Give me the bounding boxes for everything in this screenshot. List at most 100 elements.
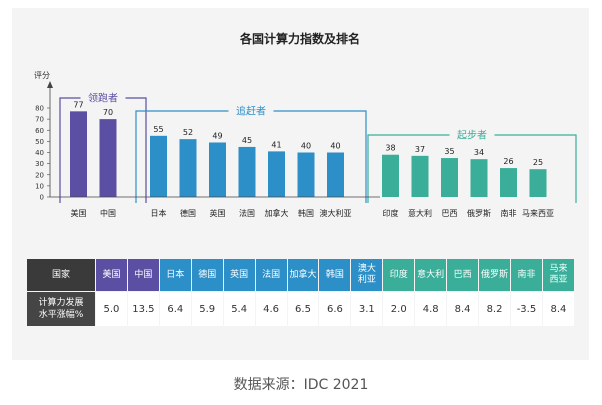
table-value-row: 计算力发展 水平涨幅% 5.0 13.5 6.4 5.9 5.4 4.6 6.5 6.6 3.1 2… [27,292,574,326]
bar-value-label: 55 [153,125,163,134]
bar-value-label: 52 [183,128,193,137]
table-header-cell: 巴西 [447,259,479,291]
table-value-cell: 5.9 [191,292,223,326]
bar-value-label: 41 [271,140,281,149]
bar-value-label: 40 [330,142,340,151]
bar-value-label: 40 [301,142,311,151]
bar-value-label: 34 [474,148,484,157]
bar-value-label: 35 [444,147,454,156]
table-header-cell: 俄罗斯 [479,259,510,291]
table-row-label: 计算力发展 水平涨幅% [27,292,95,326]
bar-value-label: 77 [73,100,83,109]
bar-value-label: 45 [242,136,252,145]
y-tick-label: 50 [35,138,44,146]
bar [382,154,399,197]
table-header-cell: 英国 [223,259,255,291]
y-tick-label: 30 [35,160,44,168]
table-header-cell: 日本 [159,259,191,291]
bar [529,169,547,197]
bar-value-label: 26 [503,157,513,166]
bar [470,159,488,197]
bar [297,152,315,197]
x-tick-label: 南非 [501,208,517,218]
chart-card: 各国计算力指数及排名评分 0 10 20 30 40 50 60 70 80 领跑者 77 美国 70 中国… [12,8,589,360]
bar-value-label: 70 [103,108,113,117]
bar [238,146,256,197]
x-tick-label: 美国 [71,208,87,218]
group-bracket-starter [367,134,577,203]
table-value-cell: 6.6 [319,292,351,326]
y-tick-label: 0 [40,194,44,202]
x-tick-label: 韩国 [298,208,314,218]
group-label-chaser: 追赶者 [236,105,266,118]
group-label-leader: 领跑者 [88,92,118,105]
table-header-cell: 澳大 利亚 [351,259,383,291]
table-value-cell: -3.5 [510,292,542,326]
bar [500,168,517,197]
table-header-cell: 法国 [255,259,287,291]
y-tick-label: 80 [35,105,44,113]
bar [268,151,285,197]
y-tick-label: 20 [35,171,44,179]
table-value-cell: 3.1 [351,292,383,326]
bar-value-label: 25 [533,158,543,167]
table-value-cell: 6.4 [159,292,191,326]
group-bracket-chaser [135,110,367,203]
x-tick-label: 意大利 [408,208,432,218]
y-tick-label: 70 [35,116,44,124]
x-tick-label: 加拿大 [265,208,289,218]
bar-value-label: 38 [385,144,395,153]
table-header-cell: 韩国 [319,259,351,291]
x-tick-label: 俄罗斯 [467,208,491,218]
bar [411,155,429,197]
bar-value-label: 49 [212,131,222,140]
bar-value-label: 37 [415,145,425,154]
x-tick-label: 法国 [239,208,255,218]
table-value-cell: 13.5 [127,292,159,326]
y-axis-label: 评分 [34,71,50,80]
table-header-cell: 中国 [127,259,159,291]
x-tick-label: 中国 [100,208,116,218]
table-header-cell: 印度 [383,259,415,291]
group-bracket-leader [59,97,147,203]
table-value-cell: 8.4 [447,292,479,326]
x-tick-label: 印度 [383,208,399,218]
bar [179,139,197,197]
bar [327,152,344,197]
table-value-cell: 8.4 [542,292,574,326]
source-caption: 数据来源：IDC 2021 [233,377,369,393]
table-header-cell: 南非 [510,259,542,291]
bar [150,135,167,197]
x-tick-label: 马来西亚 [522,209,554,218]
table-header-cell: 美国 [96,259,127,291]
bar [99,119,117,197]
table-header-cell: 意大利 [415,259,447,291]
table-header-cell: 加拿大 [287,259,319,291]
table-value-cell: 8.2 [479,292,510,326]
y-axis-arrow [47,81,53,88]
x-tick-label: 澳大利亚 [320,208,352,218]
x-tick-label: 日本 [151,208,167,218]
table-value-cell: 4.8 [415,292,447,326]
y-tick-label: 40 [35,149,44,157]
table-header-row: 国家 美国 中国 日本 德国 英国 法国 加拿大 韩国 澳大 利亚 印度 意大利 巴西 俄罗斯 南非 马来 西亚 [27,259,574,291]
bar [70,111,87,197]
growth-table: 国家 美国 中国 日本 德国 英国 法国 加拿大 韩国 澳大 利亚 印度 意大利 巴西 俄罗斯 南非 马来 西亚… [26,258,575,327]
x-tick-label: 英国 [210,208,226,218]
y-tick-label: 60 [35,127,44,135]
table-header-cell: 德国 [191,259,223,291]
x-tick-label: 巴西 [442,209,458,218]
table-value-cell: 2.0 [383,292,415,326]
x-tick-label: 德国 [180,208,196,218]
chart-title: 各国计算力指数及排名 [239,31,360,46]
table-header-label: 国家 [27,259,95,291]
bar [209,142,226,197]
table-value-cell: 4.6 [255,292,287,326]
table-value-cell: 5.4 [223,292,255,326]
table-header-cell: 马来 西亚 [542,259,574,291]
bar [441,158,458,197]
table-value-cell: 6.5 [287,292,319,326]
y-tick-label: 10 [35,182,44,190]
table-value-cell: 5.0 [96,292,127,326]
